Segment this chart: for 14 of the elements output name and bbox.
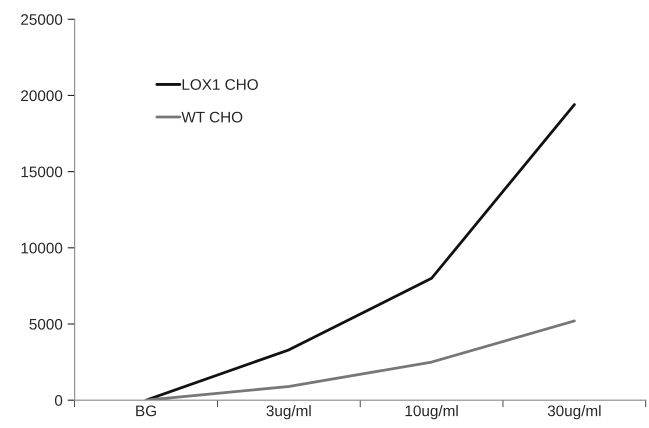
- x-tick-label: 10ug/ml: [406, 405, 458, 420]
- x-tick-label: 3ug/ml: [266, 405, 311, 420]
- line-series: [144, 103, 576, 400]
- y-tick-label: 15000: [22, 166, 62, 178]
- y-tick-label: 10000: [22, 242, 62, 254]
- y-tick-label: 20000: [21, 90, 62, 102]
- x-tick-label: BG: [136, 405, 156, 416]
- legend-label: WT CHO: [181, 112, 242, 123]
- line-series: [144, 320, 576, 400]
- x-tick-label: 30ug/ml: [548, 405, 601, 420]
- y-tick-label: 0: [54, 395, 62, 406]
- y-tick-label: 5000: [29, 318, 62, 330]
- y-tick-label: 25000: [21, 14, 62, 25]
- legend-label: LOX1 CHO: [182, 79, 258, 90]
